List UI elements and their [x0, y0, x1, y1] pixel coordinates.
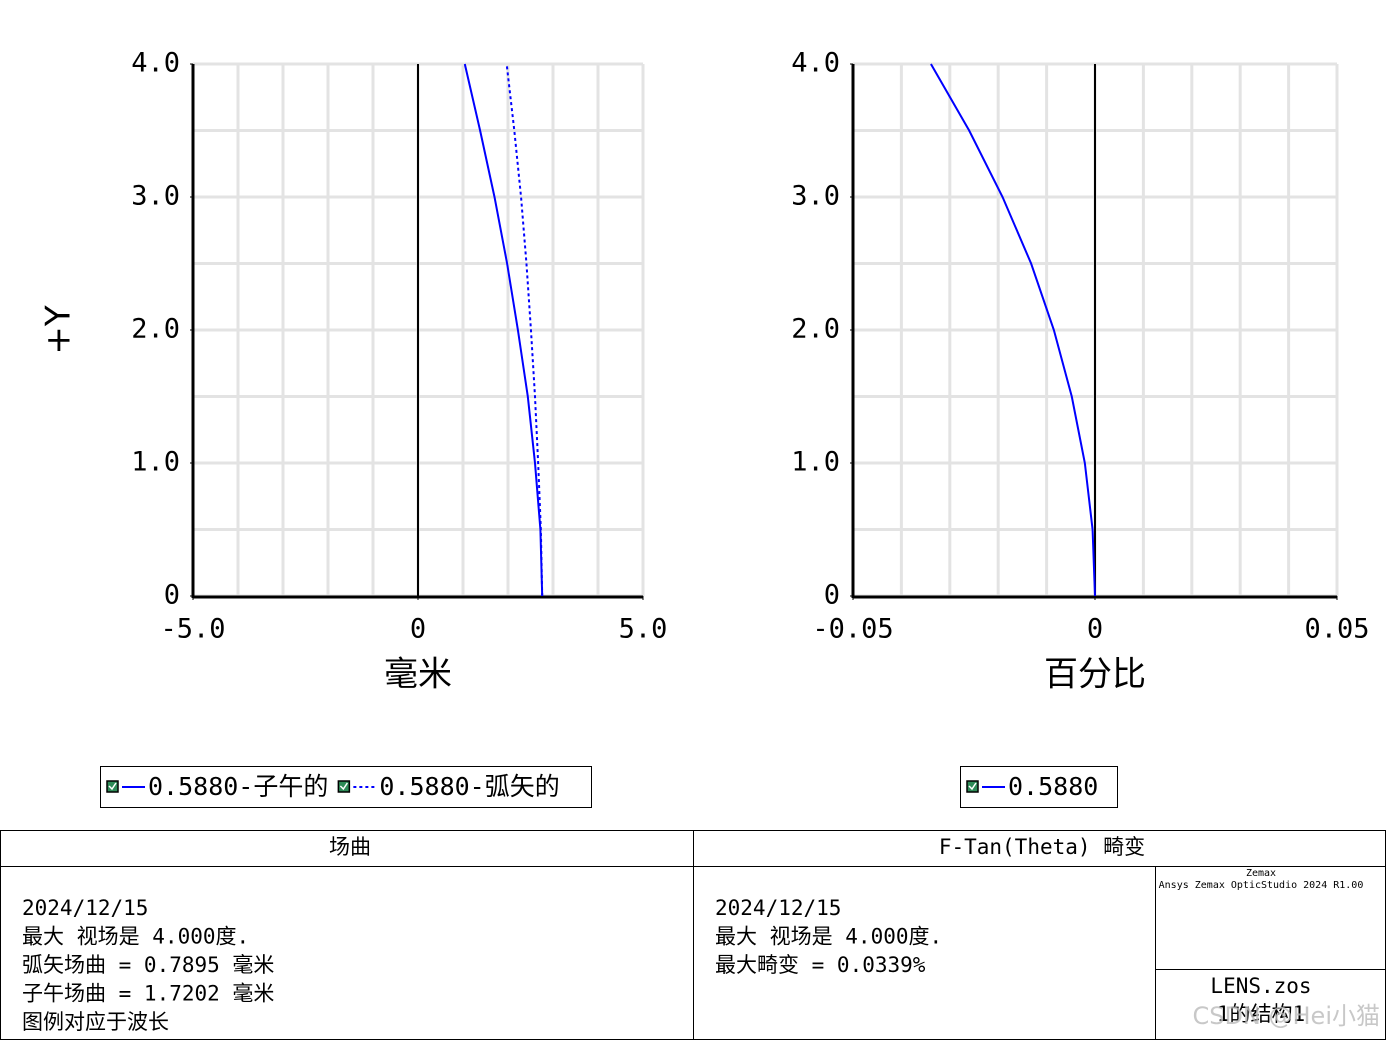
x-tick-label: 0: [1087, 614, 1103, 645]
series-line: [930, 63, 1096, 597]
legend-label: 0.5880-弧矢的: [379, 772, 559, 801]
product: Ansys Zemax OpticStudio 2024 R1.00: [1159, 880, 1364, 891]
y-tick-label: 3.0: [791, 181, 840, 212]
legend-check-mark: [108, 782, 117, 791]
x-tick-label: 0.05: [1304, 614, 1369, 645]
legend-label: 0.5880-子午的: [148, 772, 328, 801]
legend-check: [106, 780, 119, 793]
series-line: [463, 63, 544, 597]
x-axis-label: 百分比: [1044, 655, 1146, 695]
x-tick-label: 0: [410, 614, 426, 645]
footer-line: 2024/12/15: [715, 896, 841, 920]
file-name: LENS.zos: [1210, 974, 1311, 998]
legend-check-mark: [339, 782, 348, 791]
footer-line: 图例对应于波长: [22, 1010, 169, 1034]
footer-line: 弧矢场曲 = 0.7895 毫米: [22, 953, 274, 977]
y-tick-label: 2.0: [131, 314, 180, 345]
y-tick-label: 1.0: [131, 447, 180, 478]
watermark: CSDN @Hei小猫: [1192, 1002, 1380, 1030]
legend-label: 0.5880: [1008, 772, 1098, 801]
footer-title: F-Tan(Theta) 畸变: [939, 835, 1145, 859]
x-axis-label: 毫米: [384, 655, 452, 695]
y-tick-label: 4.0: [791, 48, 840, 79]
footer-line: 最大畸变 = 0.0339%: [715, 953, 926, 977]
x-tick-label: -5.0: [160, 614, 225, 645]
y-axis-label: +Y: [39, 305, 79, 354]
y-tick-label: 4.0: [131, 48, 180, 79]
config: 1的结构1: [1217, 1002, 1305, 1026]
footer-line: 最大 视场是 4.000度.: [715, 925, 942, 949]
legend-check: [966, 780, 979, 793]
company: Zemax: [1246, 868, 1276, 879]
footer-line: 最大 视场是 4.000度.: [22, 925, 249, 949]
footer-title: 场曲: [329, 835, 371, 859]
y-tick-label: 3.0: [131, 181, 180, 212]
series-line: [505, 63, 544, 597]
x-tick-label: 5.0: [619, 614, 668, 645]
legend-check: [337, 780, 351, 793]
y-tick-label: 1.0: [791, 447, 840, 478]
legend-check-mark: [968, 782, 977, 791]
y-tick-label: 0: [824, 580, 840, 611]
footer-line: 子午场曲 = 1.7202 毫米: [22, 982, 274, 1006]
footer-line: 2024/12/15: [22, 896, 148, 920]
y-tick-label: 0: [164, 580, 180, 611]
y-tick-label: 2.0: [791, 314, 840, 345]
x-tick-label: -0.05: [812, 614, 893, 645]
